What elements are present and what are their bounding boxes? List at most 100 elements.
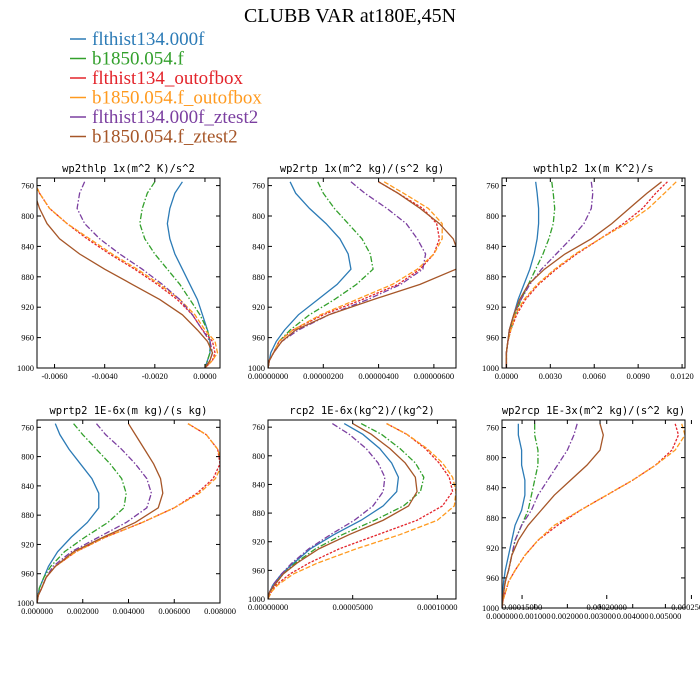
series-line [166, 181, 211, 368]
y-tick-label: 800 [21, 452, 34, 462]
y-tick-label: 880 [21, 272, 34, 282]
legend-label: flthist134.000f_ztest2 [92, 107, 258, 128]
series-line [37, 423, 127, 603]
chart-panel: wp2rtp 1x(m^2 kg)/(s^2 kg) 760 800 840 880 92… [248, 163, 457, 381]
x-tick-label: 0.003000 [584, 611, 616, 621]
panel-title: wpthlp2 1x(m K^2)/s [533, 163, 653, 175]
legend-label: b1850.054.f [92, 49, 185, 70]
series-group [502, 423, 685, 608]
plot-frame [501, 177, 686, 369]
y-tick-label: 840 [252, 241, 265, 251]
y-tick-label: 960 [486, 573, 499, 583]
x-tick-label: 0.002000 [67, 606, 99, 616]
x-tick-label: 0.001000 [519, 611, 551, 621]
series-line [505, 181, 540, 368]
y-tick-label: 920 [21, 539, 34, 549]
y-tick-label: 920 [486, 302, 499, 312]
series-line [37, 198, 214, 368]
plot-frame [36, 177, 221, 369]
panel-title: wprtp2 1E-6x(m kg)/(s kg) [49, 405, 207, 417]
y-tick-label: 880 [252, 508, 265, 518]
series-line [37, 185, 219, 368]
x-tick-label: 0.0030 [539, 371, 562, 381]
series-line [505, 181, 556, 368]
y-tick-label: 960 [252, 565, 265, 575]
series-line [268, 423, 400, 599]
y-tick-label: 760 [252, 422, 265, 432]
panels: wp2thlp 1x(m^2 K)/s^2 760 800 840 880 920 960 1… [17, 163, 700, 621]
x-tick-label: 0.0060 [583, 371, 606, 381]
figure-title: CLUBB VAR at180E,45N [244, 5, 456, 27]
y-tick-label: 1000 [482, 363, 499, 373]
y-tick-label: 960 [21, 569, 34, 579]
x-tick-label: 0.000000 [486, 611, 518, 621]
y-tick-label: 840 [486, 483, 499, 493]
x-tick-label: 0.00020000 [587, 602, 627, 612]
y-tick-label: 920 [252, 537, 265, 547]
series-line [502, 423, 578, 608]
x-tick-label: 0.008000 [204, 606, 236, 616]
plot-frame [267, 419, 457, 600]
x-tick-label: 0.00000000 [248, 602, 288, 612]
series-line [505, 181, 662, 368]
y-tick-label: 840 [486, 241, 499, 251]
series-group [505, 181, 677, 368]
series-group [268, 181, 456, 368]
x-tick-label: 0.005000 [649, 611, 681, 621]
y-tick-label: 1000 [248, 363, 265, 373]
y-tick-label: 760 [486, 181, 499, 191]
y-tick-label: 880 [486, 513, 499, 523]
series-line [505, 181, 668, 368]
panel-title: wp2rcp 1E-3x(m^2 kg)/(s^2 kg) [502, 405, 685, 417]
x-tick-label: 0.00010000 [417, 602, 457, 612]
legend: flthist134.000fb1850.054.fflthist134_out… [70, 29, 262, 148]
x-tick-label: 0.00000600 [414, 371, 454, 381]
legend-label: flthist134.000f [92, 29, 205, 50]
series-line [268, 423, 456, 599]
y-tick-label: 920 [252, 302, 265, 312]
series-line [37, 185, 216, 368]
series-line [139, 181, 211, 368]
panel-title: wp2rtp 1x(m^2 kg)/(s^2 kg) [280, 163, 444, 175]
x-tick-label: 0.0000 [495, 371, 518, 381]
y-tick-label: 840 [21, 241, 34, 251]
x-tick-label: 0.006000 [158, 606, 190, 616]
y-tick-label: 920 [486, 543, 499, 553]
x-tick-label: 0.002000 [551, 611, 583, 621]
x-tick-label: 0.0090 [626, 371, 649, 381]
plot-frame [501, 419, 686, 609]
y-tick-label: 880 [252, 272, 265, 282]
panel-title: rcp2 1E-6x(kg^2)/(kg^2) [289, 405, 434, 417]
series-line [76, 181, 214, 368]
series-line [268, 181, 456, 368]
series-line [268, 423, 418, 599]
chart-panel: wprtp2 1E-6x(m kg)/(s kg) 760 800 840 880 920… [17, 405, 236, 616]
series-line [502, 423, 685, 608]
y-tick-label: 960 [21, 333, 34, 343]
plot-frame [267, 177, 457, 369]
series-line [268, 423, 386, 599]
y-tick-label: 1000 [248, 594, 265, 604]
x-tick-label: 0.00000400 [358, 371, 398, 381]
series-line [37, 423, 153, 603]
series-group [268, 423, 456, 599]
series-line [37, 423, 220, 603]
y-tick-label: 840 [21, 481, 34, 491]
x-tick-label: 0.00015000 [502, 602, 542, 612]
y-tick-label: 840 [252, 479, 265, 489]
y-tick-label: 880 [21, 510, 34, 520]
y-tick-label: 960 [486, 333, 499, 343]
y-tick-label: 800 [252, 211, 265, 221]
x-tick-label: 0.0000 [193, 371, 216, 381]
series-line [37, 423, 220, 603]
series-line [268, 181, 427, 368]
legend-label: flthist134_outofbox [92, 68, 243, 89]
x-tick-label: -0.0060 [41, 371, 67, 381]
panel-title: wp2thlp 1x(m^2 K)/s^2 [62, 163, 195, 175]
y-tick-label: 1000 [17, 363, 34, 373]
chart-panel: wpthlp2 1x(m K^2)/s 760 800 840 880 920 960 100… [482, 163, 694, 381]
x-tick-label: 0.0120 [670, 371, 693, 381]
series-line [502, 423, 539, 608]
series-line [37, 423, 164, 603]
